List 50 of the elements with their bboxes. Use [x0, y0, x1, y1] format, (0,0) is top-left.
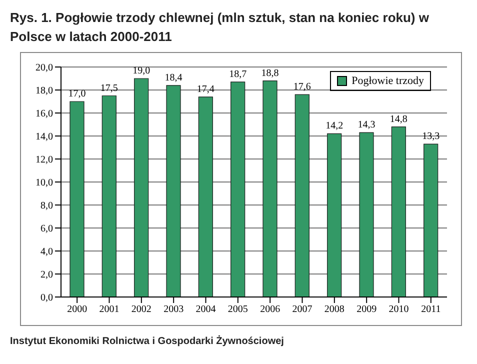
bar [327, 133, 342, 297]
bar [134, 78, 149, 297]
x-tick-label: 2001 [99, 304, 120, 316]
bar [102, 95, 116, 297]
y-tick-label: 12,0 [36, 154, 53, 166]
data-label: 18,4 [164, 72, 182, 84]
legend-label: Pogłowie trzody [352, 74, 424, 88]
bar [262, 80, 278, 297]
data-label: 18,8 [261, 68, 279, 79]
bar [391, 126, 406, 297]
data-label: 13,3 [422, 131, 440, 142]
x-tick-label: 2011 [421, 304, 441, 316]
bar [424, 144, 438, 297]
y-tick-label: 4,0 [40, 246, 53, 258]
data-label: 18,7 [229, 68, 247, 80]
bar [294, 94, 310, 297]
x-tick-label: 2004 [196, 304, 216, 316]
y-tick-label: 10,0 [36, 178, 53, 189]
bar [70, 101, 84, 297]
y-tick-label: 2,0 [40, 270, 53, 281]
y-tick-label: 8,0 [40, 200, 53, 212]
bar [230, 82, 246, 297]
bar [166, 85, 181, 297]
text: Instytut Ekonomiki Rolnictwa i Gospodarki Żywnościowej [10, 336, 285, 347]
data-label: 17,6 [293, 82, 311, 93]
data-label: 14,2 [326, 120, 344, 132]
x-tick-label: 2006 [260, 304, 280, 316]
y-tick-label: 18,0 [36, 86, 53, 97]
data-label: 17,5 [100, 82, 118, 94]
y-tick-label: 20,0 [36, 62, 53, 74]
data-label: 17,4 [196, 84, 214, 95]
x-tick-label: 2005 [228, 304, 248, 316]
data-label: 17,0 [68, 88, 86, 100]
x-tick-label: 2009 [356, 304, 377, 316]
y-tick-label: 0,0 [40, 292, 53, 304]
x-tick-label: 2002 [131, 304, 152, 316]
data-label: 19,0 [132, 66, 150, 76]
y-tick-label: 14,0 [36, 132, 53, 143]
bar [359, 132, 374, 297]
x-tick-label: 2010 [388, 304, 409, 316]
y-tick-label: 6,0 [40, 224, 53, 235]
bar [198, 96, 213, 297]
x-tick-label: 2007 [292, 304, 312, 316]
chart-title: Rys. 1. Pogłowie trzody chlewnej (mln sztuk, stan na koniec roku) w Polsce w latach 2000-2011 [10, 9, 430, 46]
data-label: 14,8 [390, 114, 408, 125]
x-tick-label: 2000 [67, 304, 88, 316]
data-label: 14,3 [358, 120, 376, 131]
x-tick-label: 2003 [164, 304, 184, 316]
y-tick-label: 16,0 [36, 108, 53, 120]
x-tick-label: 2008 [324, 304, 344, 316]
